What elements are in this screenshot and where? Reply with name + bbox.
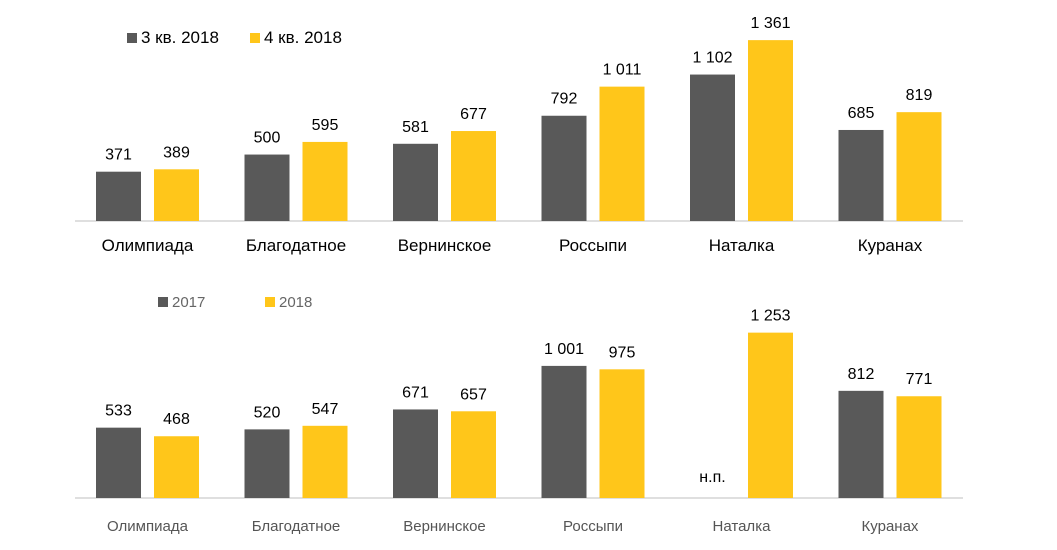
data-label-1-1-3: 581 [402, 119, 429, 136]
category-label-2-6: Куранах [862, 518, 919, 535]
data-label-2-1-4: 1 001 [544, 341, 584, 358]
category-label-2-4: Россыпи [563, 518, 623, 535]
bar-2-1-4 [541, 365, 587, 498]
bar-2-2-1 [154, 436, 199, 498]
legend-label-2-2: 2018 [279, 294, 312, 311]
data-label-1-1-5: 1 102 [692, 50, 732, 67]
legend-swatch-2-2 [265, 297, 275, 307]
category-label-1-2: Благодатное [246, 236, 346, 255]
bar-1-2-4 [599, 86, 645, 221]
data-label-2-2-2: 547 [312, 401, 339, 418]
bar-1-1-4 [541, 115, 587, 221]
bar-1-1-1 [96, 171, 141, 221]
data-label-1-1-6: 685 [848, 105, 875, 122]
bar-2-2-6 [896, 396, 942, 498]
data-label-1-1-4: 792 [551, 91, 578, 108]
bar-2-2-2 [302, 425, 348, 498]
legend-swatch-2-1 [158, 297, 168, 307]
data-label-1-2-3: 677 [460, 106, 487, 123]
bar-2-2-5 [748, 332, 793, 498]
legend-label-1-1: 3 кв. 2018 [141, 28, 219, 47]
bar-2-1-2 [244, 429, 290, 498]
category-label-1-4: Россыпи [559, 236, 627, 255]
data-label-2-2-1: 468 [163, 411, 190, 428]
bar-2-2-4 [599, 369, 645, 498]
data-label-1-2-6: 819 [906, 87, 933, 104]
bar-1-1-3 [393, 143, 438, 221]
data-label-2-1-1: 533 [105, 403, 132, 420]
legend-swatch-1-2 [250, 33, 260, 43]
legend-label-1-2: 4 кв. 2018 [264, 28, 342, 47]
legend-swatch-1-1 [127, 33, 137, 43]
data-label-1-2-1: 389 [163, 144, 190, 161]
category-label-2-2: Благодатное [252, 518, 341, 535]
bar-1-1-5 [690, 74, 735, 221]
bar-1-2-6 [896, 112, 942, 221]
data-label-2-2-4: 975 [609, 344, 636, 361]
bar-2-2-3 [451, 411, 496, 498]
category-label-1-1: Олимпиада [102, 236, 194, 255]
data-label-2-1-6: 812 [848, 366, 875, 383]
category-label-2-1: Олимпиада [107, 518, 189, 535]
data-label-2-1-3: 671 [402, 384, 429, 401]
category-label-1-6: Куранах [858, 236, 923, 255]
data-label-2-2-5: 1 253 [750, 308, 790, 325]
bar-2-1-1 [96, 427, 141, 498]
bar-1-2-3 [451, 131, 496, 221]
bar-1-1-2 [244, 154, 290, 221]
category-label-1-5: Наталка [709, 236, 775, 255]
data-label-2-1-5: н.п. [699, 469, 725, 486]
bar-1-2-5 [748, 40, 793, 221]
data-label-2-2-3: 657 [460, 386, 487, 403]
data-label-1-1-2: 500 [254, 130, 281, 147]
bar-1-2-2 [302, 141, 348, 221]
data-label-1-2-2: 595 [312, 117, 339, 134]
data-label-1-2-5: 1 361 [750, 15, 790, 32]
data-label-1-2-4: 1 011 [603, 62, 642, 79]
bar-2-1-6 [838, 390, 884, 498]
bar-1-1-6 [838, 129, 884, 221]
data-label-1-1-1: 371 [105, 147, 132, 164]
bar-2-1-3 [393, 409, 438, 498]
category-label-2-5: Наталка [713, 518, 772, 535]
data-label-2-2-6: 771 [906, 371, 933, 388]
legend-label-2-1: 2017 [172, 294, 205, 311]
category-label-1-3: Вернинское [398, 236, 492, 255]
bar-1-2-1 [154, 169, 199, 221]
category-label-2-3: Вернинское [403, 518, 486, 535]
data-label-2-1-2: 520 [254, 404, 281, 421]
